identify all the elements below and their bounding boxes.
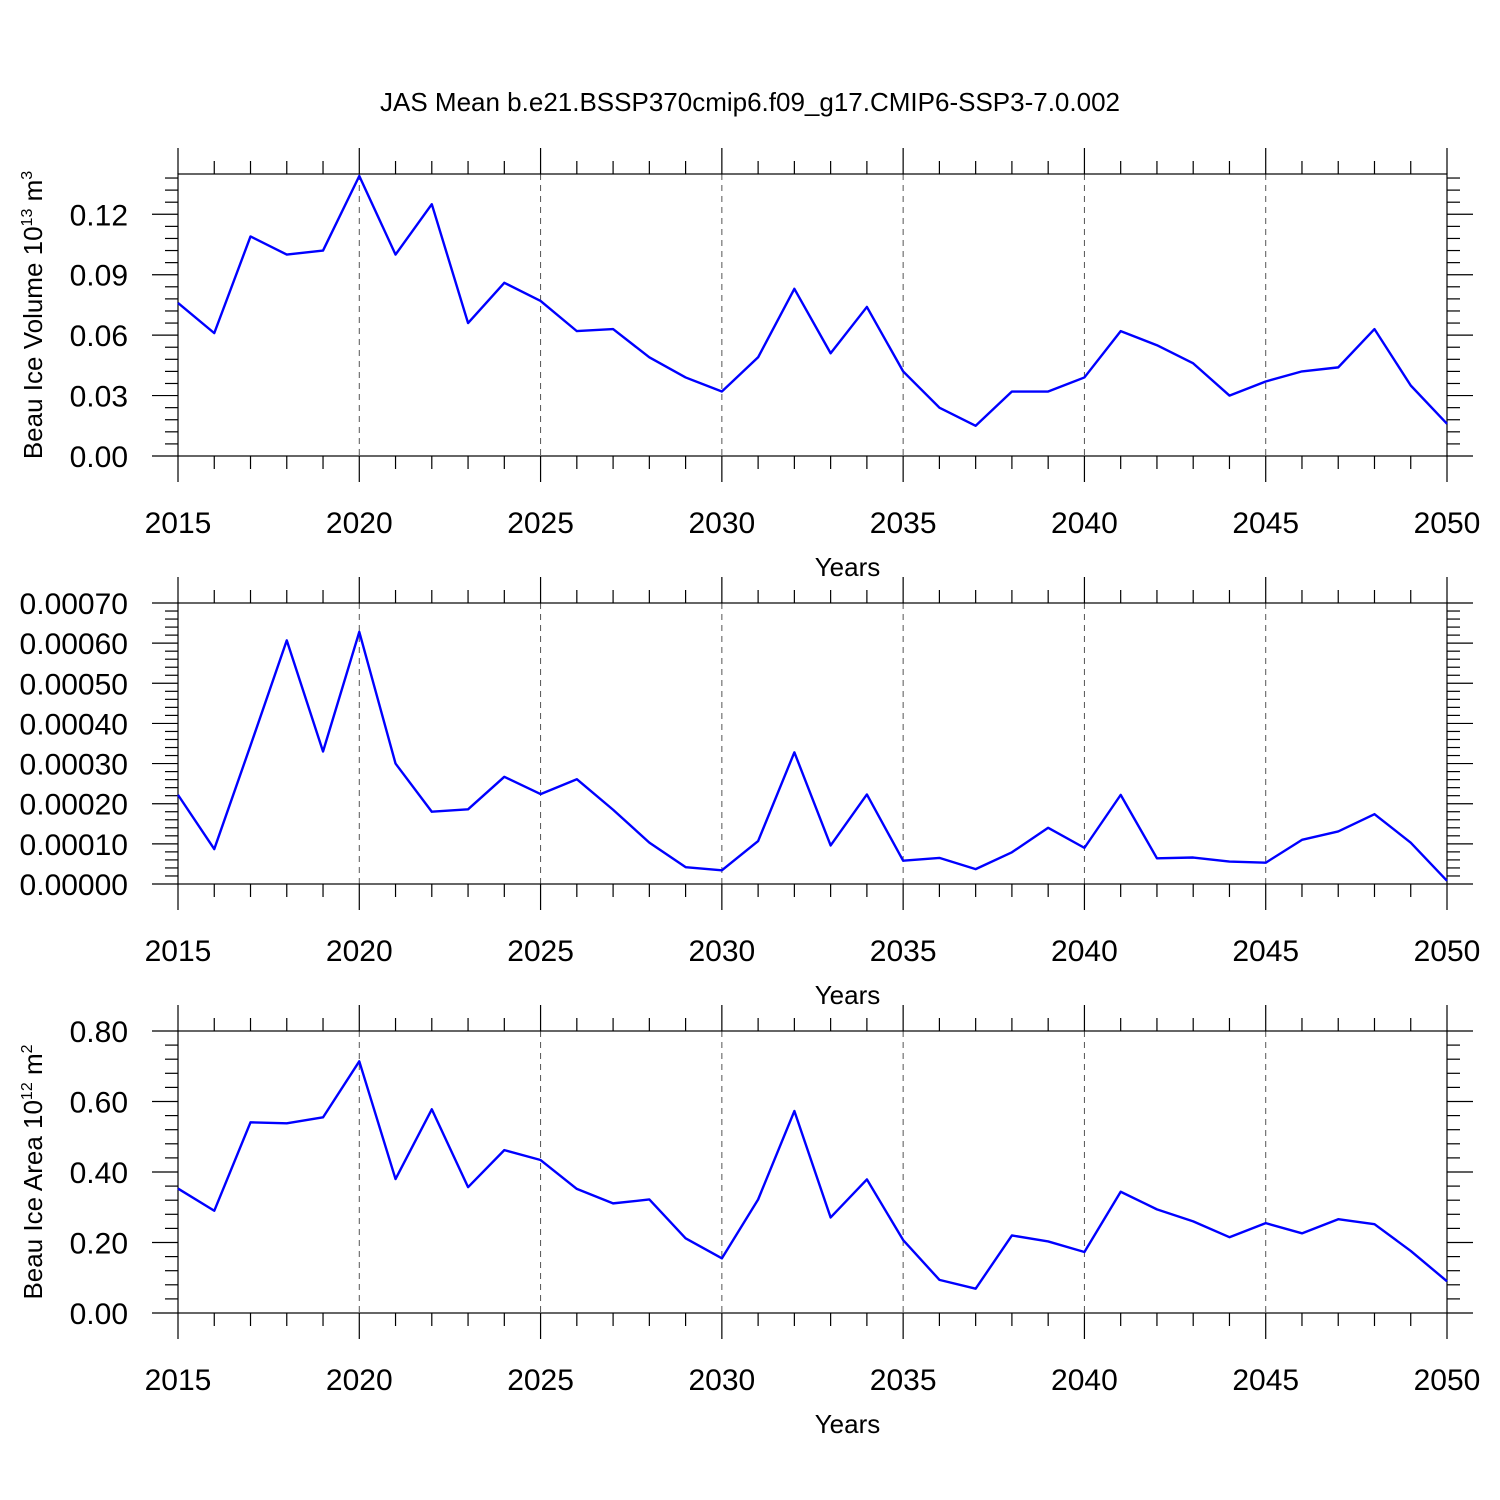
y-tick-label: 0.00030 [20,749,128,782]
y-tick-label: 0.06 [70,320,128,353]
x-tick-label: 2035 [870,507,937,540]
y-axis-label-exponent: 13 [19,209,36,227]
series-line [177,630,1448,882]
y-tick-label: 0.09 [70,260,128,293]
y-axis-label-text: m [18,180,48,209]
x-tick-label: 2020 [326,935,393,968]
x-tick-label: 2045 [1232,1364,1299,1397]
x-tick-label: 2020 [326,507,393,540]
x-tick-label: 2045 [1232,507,1299,540]
x-tick-label: 2040 [1051,507,1118,540]
y-axis-label-text: Beau Ice Volume 10 [18,226,48,459]
x-tick-label: 2025 [507,1364,574,1397]
y-tick-label: 0.20 [70,1228,128,1261]
x-axis-label: Years [815,552,881,582]
y-axis-label-exponent: 2 [19,1044,36,1053]
y-tick-label: 0.00020 [20,789,128,822]
y-tick-label: 0.00010 [20,829,128,862]
series-line [177,174,1448,427]
plot-frame [177,173,1448,457]
x-axis-label: Years [815,1409,881,1439]
x-tick-label: 2040 [1051,1364,1118,1397]
y-axis-label: Beau Ice Volume 1013 m3 [18,171,48,459]
y-tick-label: 0.00 [70,441,128,474]
y-tick-label: 0.12 [70,199,128,232]
x-tick-label: 2045 [1232,935,1299,968]
panel-2: 2015 2020 2025 2030 2035 2040 2045 2050 Years 0.0… [20,577,1481,1010]
panel-1: 2015 2020 2025 2030 2035 2040 2045 2050 Years 0.0… [18,148,1480,582]
y-tick-label: 0.00060 [20,628,128,661]
panels-group: 2015 2020 2025 2030 2035 2040 2045 2050 Years 0.0… [18,148,1480,1439]
y-tick-label: 0.00050 [20,668,128,701]
x-tick-label: 2025 [507,935,574,968]
x-tick-label: 2025 [507,507,574,540]
y-axis-label-text: m [18,1053,48,1082]
x-tick-label: 2035 [870,1364,937,1397]
x-tick-label: 2050 [1414,935,1481,968]
y-axis-label-exponent: 3 [19,171,36,180]
x-tick-label: 2030 [688,507,755,540]
chart-title: JAS Mean b.e21.BSSP370cmip6.f09_g17.CMIP… [380,87,1120,117]
y-tick-label: 0.00070 [20,588,128,621]
y-axis-label: Beau Ice Area 1012 m2 [18,1044,48,1299]
y-tick-label: 0.80 [70,1016,128,1049]
y-axis-label-exponent: 12 [19,1082,36,1100]
y-tick-label: 0.03 [70,381,128,414]
x-tick-label: 2050 [1414,507,1481,540]
plot-frame [177,602,1448,885]
plot-frame [177,1030,1448,1314]
y-tick-label: 0.60 [70,1087,128,1120]
panel-3: 2015 2020 2025 2030 2035 2040 2045 2050 Years 0.0… [18,1005,1480,1439]
y-tick-label: 0.40 [70,1157,128,1190]
x-tick-label: 2015 [145,1364,212,1397]
x-tick-label: 2050 [1414,1364,1481,1397]
x-tick-label: 2015 [145,507,212,540]
y-axis-label-text: Beau Ice Area 10 [18,1100,48,1299]
x-tick-label: 2030 [688,935,755,968]
y-tick-label: 0.00000 [20,869,128,902]
x-tick-label: 2015 [145,935,212,968]
x-tick-label: 2035 [870,935,937,968]
series-line [177,1060,1448,1290]
y-tick-label: 0.00 [70,1298,128,1331]
x-tick-label: 2030 [688,1364,755,1397]
y-tick-label: 0.00040 [20,708,128,741]
x-axis-label: Years [815,980,881,1010]
x-tick-label: 2020 [326,1364,393,1397]
x-tick-label: 2040 [1051,935,1118,968]
